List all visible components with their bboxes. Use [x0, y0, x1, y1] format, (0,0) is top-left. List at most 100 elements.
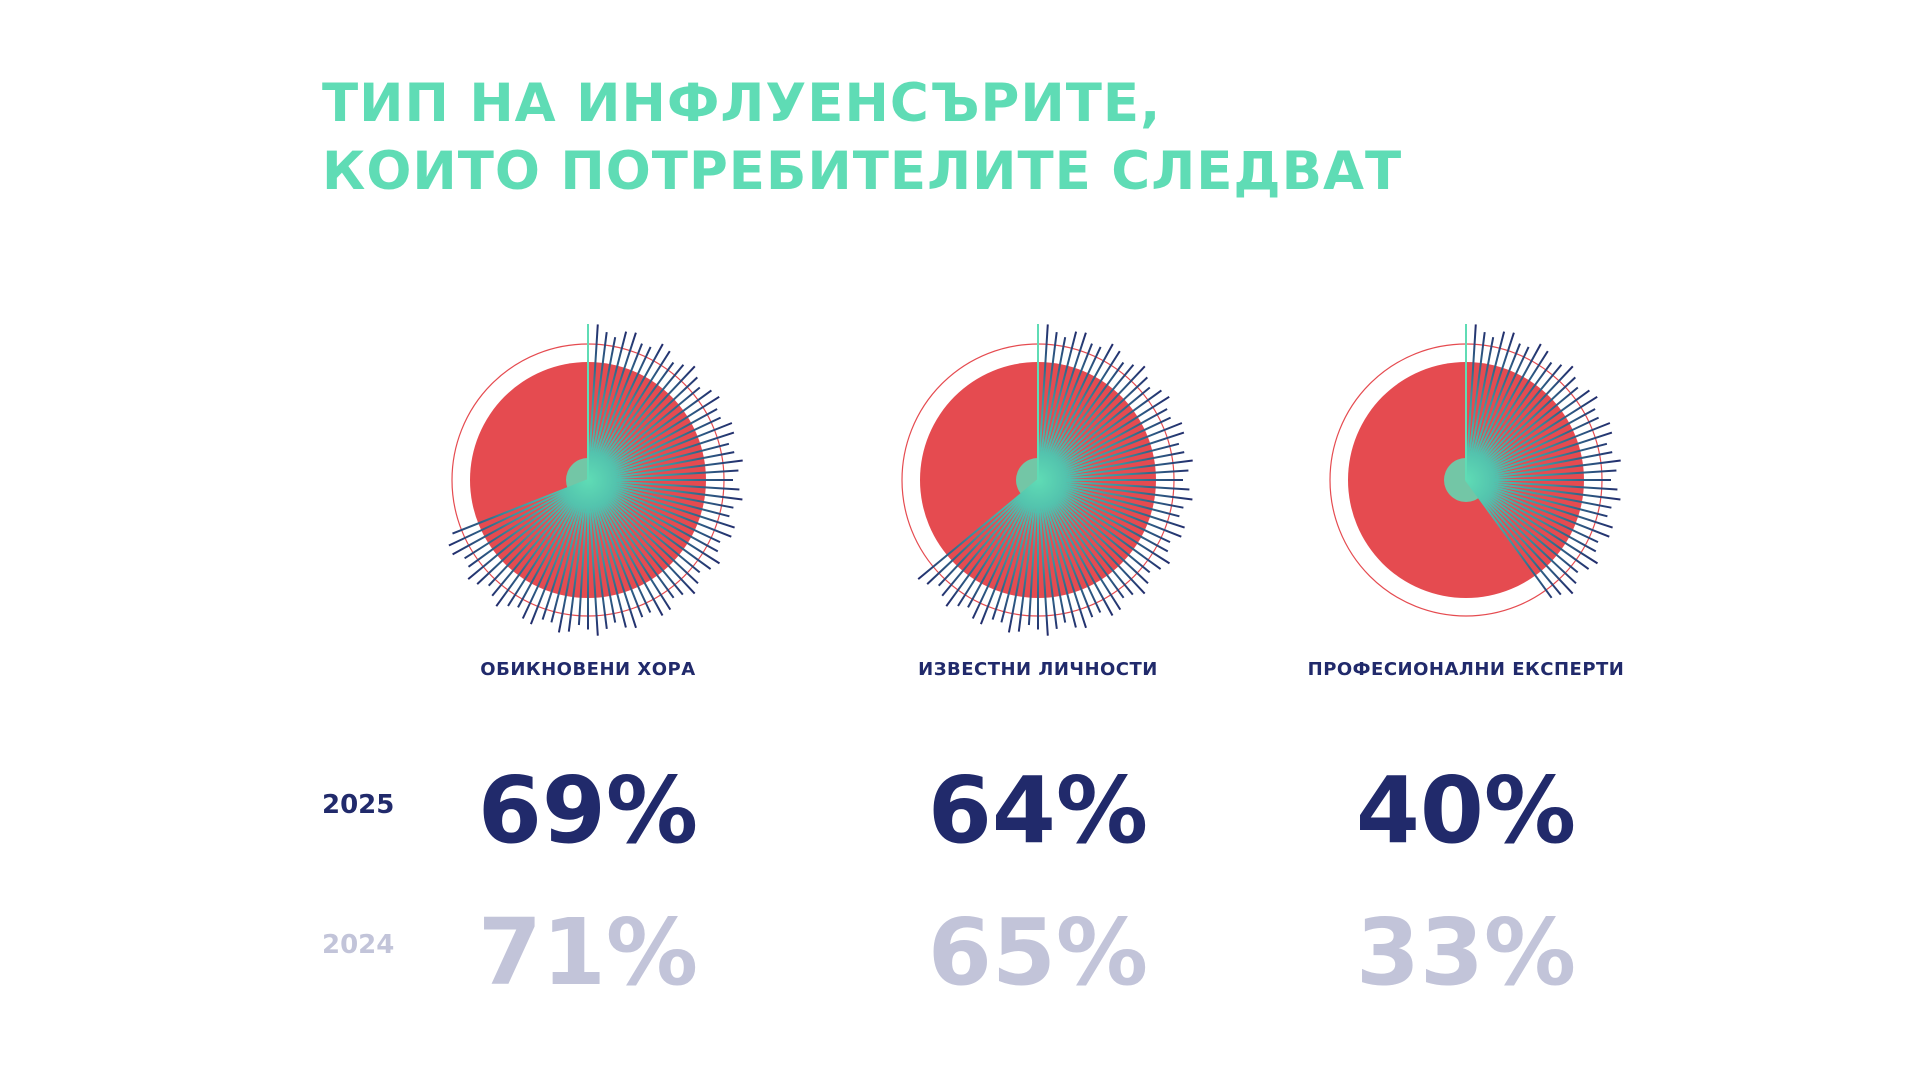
pie-ray — [1037, 469, 1189, 481]
pie-ray — [1037, 479, 1180, 518]
pie-ray — [1037, 332, 1087, 481]
pie-ray — [587, 346, 652, 481]
pie-ray — [1037, 416, 1172, 481]
pie-ray — [1465, 479, 1599, 565]
pie-ray — [1037, 479, 1151, 574]
title-line-1: ТИП НА ИНФЛУЕНСЪРИТЕ, — [322, 73, 1162, 134]
pie-ray — [1037, 479, 1146, 595]
pie-ray — [587, 479, 730, 518]
title-line-2: КОИТО ПОТРЕБИТЕЛИТЕ СЛЕДВАТ — [322, 141, 1403, 202]
pie-ray — [587, 479, 672, 611]
pie-ray — [926, 479, 1039, 585]
category-label-experts: ПРОФЕСИОНАЛНИ ЕКСПЕРТИ — [1307, 659, 1625, 680]
pie-ray — [1465, 479, 1553, 599]
pie-ray — [1027, 479, 1039, 626]
pie-ray — [587, 343, 664, 481]
pie-ray — [1037, 361, 1125, 481]
pie-ray — [1465, 346, 1530, 481]
pie-ray — [587, 479, 637, 629]
pie-ray — [991, 479, 1039, 620]
pie-ray — [517, 479, 589, 608]
year-label-2025: 2025 — [322, 790, 395, 820]
pie-ray — [587, 479, 719, 553]
pie-ray — [1037, 389, 1162, 481]
pie-ray — [1037, 343, 1093, 481]
pie-ray — [448, 479, 589, 547]
pie-ray — [1465, 422, 1611, 481]
pie-ray — [941, 479, 1039, 597]
pie-ray — [1465, 479, 1610, 538]
pie-ray — [1465, 337, 1495, 481]
pie-ray — [587, 332, 637, 481]
pie-ray — [1037, 386, 1151, 481]
category-label-celebrities: ИЗВЕСТНИ ЛИЧНОСТИ — [918, 659, 1158, 680]
pie-ray — [587, 422, 733, 481]
pie-ray — [1465, 479, 1613, 529]
pie-ray — [1465, 479, 1599, 544]
pie-ray — [1037, 479, 1067, 623]
pie-ray — [452, 479, 589, 535]
pie-ray — [587, 479, 743, 501]
pie-ray — [587, 337, 617, 481]
pie-ray — [1017, 479, 1039, 632]
pie-ray — [1037, 442, 1180, 481]
pie-ray — [587, 479, 721, 544]
pie-ray — [1465, 395, 1598, 481]
pie-ray — [467, 479, 589, 580]
pie-experts — [1329, 324, 1621, 617]
pie-ray — [1465, 331, 1486, 481]
pie-ray — [1037, 350, 1121, 481]
pie-ray — [1037, 337, 1067, 481]
pie-ray — [1037, 459, 1193, 481]
pie-ray — [587, 331, 628, 481]
pie-ray — [967, 479, 1039, 608]
pie-ray — [467, 479, 589, 568]
value-2025-celebrities: 64% — [927, 757, 1149, 864]
pie-ray — [1037, 479, 1182, 538]
pie-ray — [587, 431, 735, 481]
pie-ray — [1037, 479, 1185, 529]
pie-ray — [971, 479, 1039, 619]
pie-ray — [507, 479, 589, 607]
pie-ray — [1465, 469, 1617, 481]
pie-ray — [587, 479, 652, 613]
pie-ray — [587, 376, 698, 481]
pie-ray — [1037, 331, 1058, 481]
pie-ray — [587, 479, 712, 570]
pie-ray — [1037, 346, 1102, 481]
pie-ray — [1465, 459, 1621, 481]
pie-ray — [1037, 479, 1193, 501]
pie-ray — [1037, 364, 1135, 481]
pie-ray — [587, 479, 735, 529]
pie-ray — [1465, 451, 1613, 481]
pie-ray — [587, 479, 627, 628]
pie-ray — [587, 479, 675, 599]
value-2024-celebrities: 65% — [927, 899, 1149, 1006]
pie-ray — [1465, 479, 1579, 574]
pie-ray — [557, 479, 589, 633]
pie-ray — [1037, 479, 1125, 599]
pie-ray — [587, 365, 696, 481]
pie-ray — [1465, 408, 1596, 481]
pie-ray — [521, 479, 589, 619]
pie-ray — [587, 479, 701, 574]
pie-ray — [1037, 479, 1102, 613]
pie-ray — [587, 479, 608, 630]
pie-ray — [587, 479, 599, 636]
pie-ray — [1037, 324, 1049, 481]
pie-ray — [587, 459, 743, 481]
pie-ray — [917, 479, 1039, 580]
pie-ray — [587, 479, 617, 623]
pie-ray — [1465, 343, 1521, 481]
value-2025-experts: 40% — [1355, 757, 1577, 864]
pie-ray — [1465, 479, 1618, 491]
pie-ray — [1037, 479, 1134, 596]
pie-ray — [1037, 331, 1078, 481]
pie-ray — [1037, 479, 1184, 509]
pie-ray — [587, 324, 599, 481]
pie-ray — [1465, 376, 1576, 481]
pie-ray — [587, 331, 608, 481]
pie-ray — [587, 479, 732, 538]
pie-ray — [1465, 479, 1590, 570]
